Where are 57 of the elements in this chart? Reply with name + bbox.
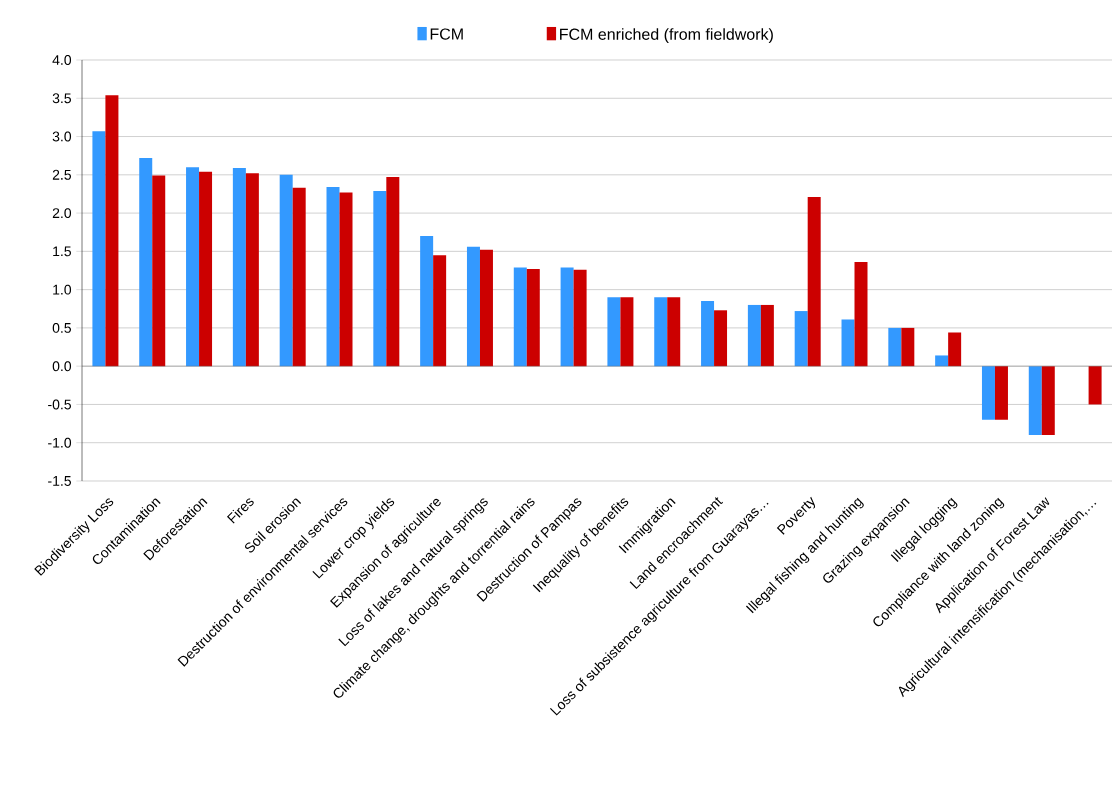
bar bbox=[1088, 366, 1102, 405]
bar bbox=[279, 174, 293, 367]
bar bbox=[948, 332, 962, 367]
bar bbox=[654, 297, 668, 367]
bar bbox=[92, 131, 106, 367]
y-tick-label: 4.0 bbox=[52, 55, 72, 65]
y-tick-label: 0.5 bbox=[52, 322, 72, 333]
y-tick-label: 1.0 bbox=[53, 284, 72, 295]
bar bbox=[794, 311, 808, 367]
legend-label: FCM enriched (from fieldwork) bbox=[560, 28, 773, 44]
y-tick-label: 3.5 bbox=[52, 93, 72, 104]
bar bbox=[433, 255, 447, 367]
bar bbox=[701, 301, 715, 367]
bar bbox=[841, 319, 855, 367]
y-tick-label: -1.5 bbox=[48, 476, 72, 486]
bar bbox=[888, 327, 902, 367]
bar bbox=[573, 269, 587, 367]
bar bbox=[232, 167, 246, 367]
y-tick-label: -1.0 bbox=[48, 437, 72, 448]
bar bbox=[807, 197, 821, 367]
bar bbox=[339, 192, 353, 367]
bar bbox=[1028, 366, 1042, 436]
bar bbox=[854, 262, 868, 367]
bar bbox=[526, 268, 540, 367]
bar bbox=[245, 173, 259, 367]
bar bbox=[326, 187, 340, 367]
bar bbox=[479, 249, 493, 367]
bar bbox=[747, 304, 761, 367]
y-tick-label: 1.5 bbox=[53, 246, 72, 257]
bar bbox=[513, 267, 527, 367]
bar bbox=[981, 366, 995, 420]
legend-label: FCM bbox=[430, 28, 463, 40]
bar bbox=[386, 177, 400, 367]
bar bbox=[292, 187, 306, 367]
bar bbox=[935, 355, 949, 367]
bar bbox=[620, 297, 634, 367]
bar bbox=[186, 167, 200, 367]
bar bbox=[139, 157, 153, 367]
bar bbox=[560, 267, 574, 367]
bar bbox=[466, 246, 480, 367]
bar bbox=[901, 327, 915, 367]
y-tick-label: -0.5 bbox=[48, 399, 72, 410]
bar bbox=[1041, 366, 1055, 436]
bar bbox=[199, 171, 213, 367]
y-tick-label: 3.0 bbox=[52, 131, 72, 142]
y-tick-label: 0.0 bbox=[52, 361, 72, 372]
bar bbox=[607, 297, 621, 367]
bar bbox=[994, 366, 1008, 420]
bar bbox=[420, 236, 434, 367]
y-tick-label: 2.5 bbox=[52, 169, 72, 180]
bar bbox=[714, 310, 728, 367]
bar bbox=[373, 190, 387, 367]
bar bbox=[667, 297, 681, 367]
bar bbox=[760, 304, 774, 367]
bar bbox=[152, 175, 166, 367]
bar bbox=[105, 95, 119, 367]
y-tick-label: 2.0 bbox=[52, 208, 72, 219]
